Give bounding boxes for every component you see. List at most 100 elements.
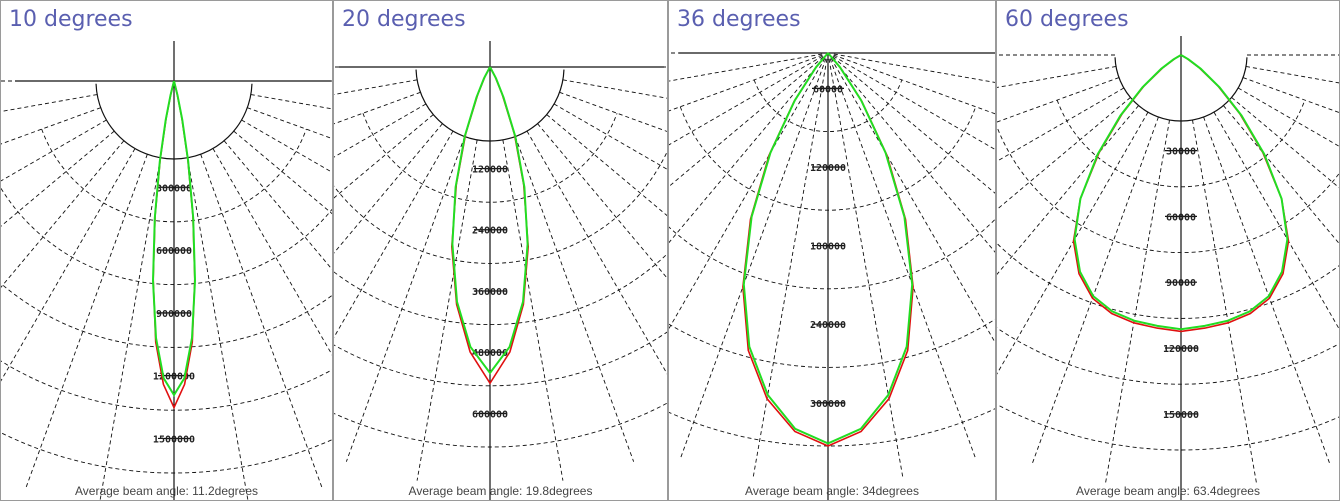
grid-spoke [334,79,418,95]
ring-label: 600000 [156,246,192,257]
grid-spoke [1203,116,1331,464]
grid-spoke [679,58,827,461]
grid-spoke [669,56,824,188]
grid-ring [334,150,667,264]
ring-label: 60000 [813,84,843,95]
beam-angle-caption: Average beam angle: 11.2degrees [74,484,259,498]
grid-spoke [1,94,98,112]
series-curve-1 [1073,54,1289,331]
ring-label: 150000 [1163,410,1199,421]
grid-spoke [832,56,995,194]
beam-angle-caption: Average beam angle: 34degrees [745,484,919,498]
chart-panel-1: 120000 240000 360000 480000 600000 20 degrees… [333,0,668,501]
grid-ring [362,113,618,203]
grid-spoke [241,119,332,173]
grid-ring [669,318,995,368]
grid-spoke [334,130,454,339]
ring-label: 60000 [1166,212,1196,223]
grid-spoke [187,157,249,500]
grid-spoke [669,54,823,112]
ring-label: 30000 [1166,147,1196,158]
grid-spoke [212,148,332,356]
grid-spoke [247,107,332,139]
chart-panel-0: 300000 600000 900000 1200000 1500000 10 degre… [0,0,333,501]
ring-label: 240000 [472,226,508,237]
grid-spoke [752,58,828,480]
grid-spoke [829,58,977,461]
grid-spoke [502,139,564,481]
ring-label: 900000 [156,309,192,320]
grid-spoke [1,130,115,227]
grid-spoke [1223,105,1339,244]
grid-ring [1056,99,1306,188]
grid-spoke [1,148,136,382]
beam-angle-caption: Average beam angle: 63.4degrees [1076,484,1260,498]
chart-title: 20 degrees [342,7,466,32]
ring-label: 240000 [810,320,846,331]
grid-spoke [833,53,995,83]
beam-angle-caption: Average beam angle: 19.8degrees [408,484,593,498]
chart-title: 36 degrees [677,7,801,32]
grid-spoke [669,57,825,244]
chart-panel-2: 60000 120000 180000 240000 300000 36 degrees A… [668,0,996,501]
series-curve-1 [451,66,529,375]
chart-title: 60 degrees [1005,7,1129,32]
grid-spoke [334,91,421,125]
grid-spoke [669,53,823,82]
ring-label: 90000 [1166,278,1196,289]
grid-spoke [832,55,995,150]
grid-spoke [828,58,904,480]
grid-spoke [334,114,434,199]
grid-spoke [997,87,1125,162]
grid-spoke [1242,77,1339,113]
grid-spoke [562,79,667,99]
grid-spoke [1105,119,1170,484]
ring-label: 300000 [156,183,192,194]
chart-title: 10 degrees [9,7,133,32]
grid-spoke [250,94,332,110]
ring-label: 1200000 [153,372,195,383]
polar-plot-2: 60000 120000 180000 240000 300000 [669,52,995,500]
ring-label: 480000 [472,348,508,359]
grid-spoke [997,111,1149,375]
grid-spoke [345,136,466,462]
ring-label: 600000 [472,409,508,420]
grid-spoke [559,91,667,132]
ring-label: 300000 [810,399,846,410]
ring-label: 360000 [472,287,508,298]
ring-label: 180000 [810,242,846,253]
polar-plot-1: 120000 240000 360000 480000 600000 [334,41,667,500]
grid-spoke [669,55,824,146]
grid-spoke [553,103,667,170]
ring-label: 120000 [472,165,508,176]
grid-spoke [997,66,1117,88]
grid-spoke [1031,116,1159,464]
grid-spoke [669,57,826,330]
grid-spoke [514,136,635,462]
grid-ring [1,282,332,348]
grid-spoke [1,107,101,145]
ring-label: 120000 [810,163,846,174]
grid-spoke [830,57,995,344]
grid-spoke [537,123,667,279]
grid-ring [334,253,667,326]
grid-spoke [831,57,995,253]
chart-panel-3: 30000 60000 90000 120000 150000 60 degrees Ave… [996,0,1340,501]
grid-spoke [526,130,667,375]
grid-ring [997,242,1339,319]
grid-spoke [1,140,125,288]
grid-spoke [1231,97,1339,189]
grid-spoke [997,105,1139,275]
grid-spoke [334,103,427,158]
grid-spoke [833,54,995,115]
grid-ring [1,187,332,286]
grid-spoke [1213,111,1339,330]
grid-ring [669,218,995,290]
grid-spoke [223,140,332,270]
grid-spoke [416,139,478,481]
polar-plot-3: 30000 60000 90000 120000 150000 [997,36,1339,500]
grid-spoke [200,154,323,488]
polar-plot-0: 300000 600000 900000 1200000 1500000 [1,41,332,500]
grid-spoke [1192,119,1257,484]
